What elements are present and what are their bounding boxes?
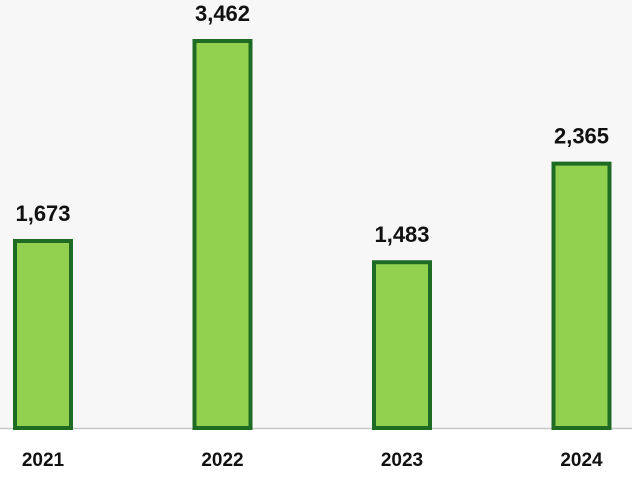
value-label: 3,462 bbox=[195, 1, 250, 26]
plot-background bbox=[0, 0, 632, 428]
value-label: 1,673 bbox=[15, 201, 70, 226]
value-label: 1,483 bbox=[374, 222, 429, 247]
x-tick-label: 2023 bbox=[381, 450, 423, 471]
x-tick-label: 2021 bbox=[22, 450, 65, 471]
bar bbox=[192, 39, 253, 430]
x-tick-label: 2022 bbox=[201, 450, 243, 471]
bar bbox=[551, 161, 612, 431]
bar bbox=[372, 260, 432, 431]
bar bbox=[13, 238, 73, 430]
x-tick-label: 2024 bbox=[560, 450, 603, 471]
value-label: 2,365 bbox=[554, 123, 609, 148]
